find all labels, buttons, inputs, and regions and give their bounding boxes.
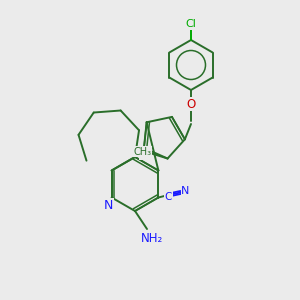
Text: N: N: [181, 185, 190, 196]
Text: O: O: [186, 98, 196, 110]
Text: NH₂: NH₂: [141, 232, 163, 245]
Text: CH₃: CH₃: [134, 146, 152, 157]
Text: C: C: [165, 191, 172, 202]
Text: Cl: Cl: [186, 19, 196, 29]
Text: N: N: [104, 199, 113, 212]
Text: S: S: [139, 146, 147, 160]
